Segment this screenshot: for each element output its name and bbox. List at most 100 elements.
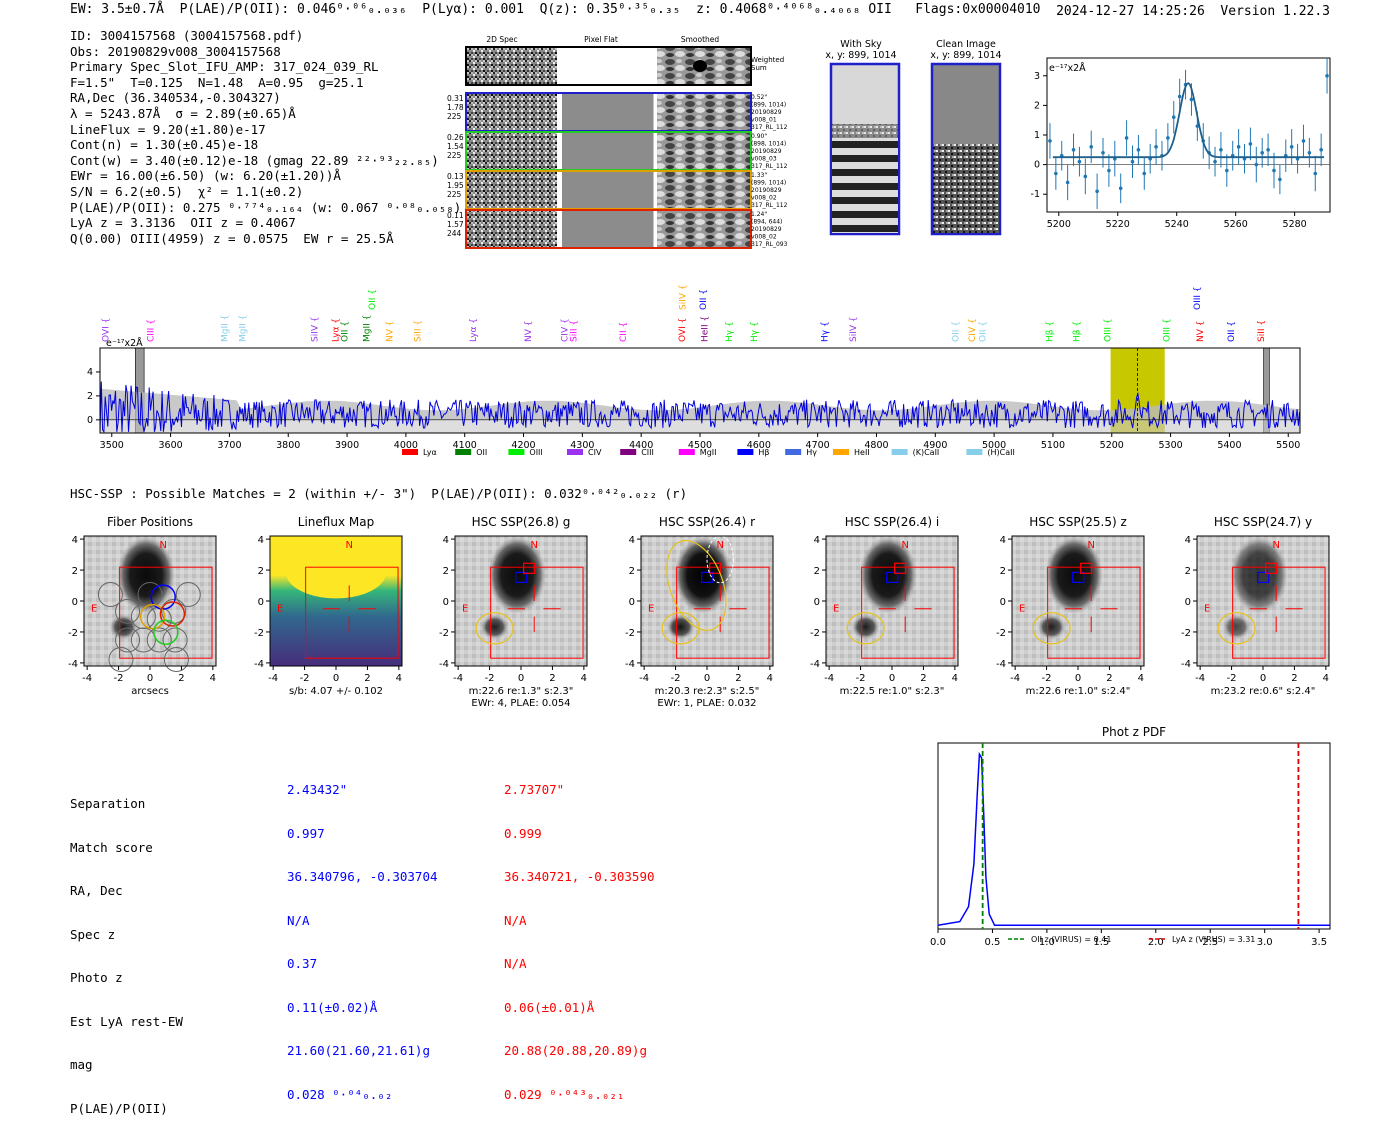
hsc-panel-sub1: arcsecs [131, 686, 169, 697]
zoom-ytick-label: 3 [1034, 71, 1040, 82]
match1-marker [886, 571, 899, 584]
zoom-xtick-label: 5200 [1047, 219, 1071, 230]
compass-n: N [345, 540, 352, 551]
fiber-red [159, 601, 186, 627]
match1-spec-z: N/A [287, 912, 310, 928]
legend-swatch [737, 449, 754, 455]
hsc-ytick-label: 0 [1000, 597, 1006, 608]
pdf-curve [937, 751, 1330, 927]
zoom-point [1248, 142, 1253, 146]
hsc-faint-galaxy [666, 614, 696, 640]
label-spec-z: Spec z [70, 926, 116, 942]
line-marker-label: CIII { [147, 319, 157, 342]
pdf-title: Phot z PDF [1102, 725, 1166, 739]
hsc-panel-6: HSC SSP(24.7) y N E -4 -4 -2 -2 0 0 2 2 4 4 m:23.2 re… [1181, 515, 1330, 697]
zoom-point [1095, 189, 1099, 194]
hsc-panel-0: Fiber Positions N E -4 -4 -2 -2 0 0 2 2 4 4 arcsecs [68, 515, 217, 697]
hsc-ytick-label: 0 [814, 597, 820, 608]
hsc-image-panels: Fiber Positions N E -4 -4 -2 -2 0 0 2 2 4 4 arcsecs Li… [68, 515, 1330, 709]
zoom-point [1118, 186, 1123, 191]
spectrum-ytick-label: 2 [87, 391, 93, 402]
weighted-sum-label-2: Sum [751, 64, 767, 72]
zoom-point [1325, 73, 1329, 78]
hsc-xtick-label: -4 [82, 673, 92, 684]
zoom-xtick-label: 5240 [1165, 219, 1189, 230]
zoom-point [1077, 159, 1082, 164]
cutout-right-2-3: v008_02 [751, 195, 777, 202]
with-sky-stripes [832, 138, 898, 233]
legend-label: (H)CaII [987, 448, 1014, 457]
hsc-xtick-label: -2 [1042, 673, 1052, 684]
zoom-point [1289, 145, 1294, 149]
legend-swatch [678, 449, 695, 455]
hsc-faint-galaxy [1037, 614, 1067, 640]
full-spectrum-chart: OVI {CIII {MgII {MgII {SiIV {Lyα {OII {M… [87, 284, 1301, 457]
cutout-right-0-2: 20190829 [751, 109, 782, 116]
hsc-panel-3: HSC SSP(26.4) r N E -4 -4 -2 -2 0 0 2 2 4 4 m:20.3 re… [625, 515, 774, 709]
hsc-ytick-label: -4 [1181, 659, 1191, 670]
hsc-xtick-label: 0 [1260, 673, 1266, 684]
hsc-ytick-label: 2 [443, 566, 449, 577]
pdf-xtick-label: 2.0 [1148, 937, 1164, 948]
hsc-bright-galaxy [117, 536, 176, 614]
zoom-point [1260, 150, 1264, 155]
hsc-ytick-label: -4 [254, 659, 264, 670]
fiber-circle [115, 627, 141, 653]
col-header-2dspec: 2D Spec [486, 35, 517, 44]
match-labels: Separation Match score RA, Dec Spec z Ph… [70, 768, 183, 1145]
cutout-right-1-2: 20190829 [751, 148, 782, 155]
cutout-flat-2 [562, 171, 654, 208]
match2-mag: 20.88(20.88,20.89)g [504, 1043, 647, 1058]
hsc-ytick-label: -2 [254, 628, 264, 639]
cutout-2d-3 [467, 210, 557, 247]
cutout-left-3-1: 1.57 [447, 220, 464, 229]
hsc-panel-sub1: s/b: 4.07 +/- 0.102 [289, 686, 383, 697]
zoom-point [1054, 171, 1058, 176]
cutout-left-1-0: 0.26 [447, 133, 464, 142]
hsc-bright-galaxy [1045, 536, 1104, 614]
match1-photo-z: 0.37 [287, 956, 318, 971]
legend-label: Hβ [758, 448, 769, 457]
spectrum-xtick-label: 3500 [100, 440, 124, 451]
hsc-panel-title: HSC SSP(26.4) i [845, 515, 940, 529]
info-sn: S/N = 6.2(±0.5) χ² = 1.1(±0.2) [70, 183, 304, 199]
hsc-xtick-label: 4 [210, 673, 216, 684]
spectrum-xtick-label: 4700 [806, 440, 830, 451]
spectrum-xtick-label: 3700 [217, 440, 241, 451]
zoom-xtick-label: 5260 [1224, 219, 1248, 230]
fiber-blue [150, 584, 176, 610]
legend-swatch [891, 449, 908, 455]
match2-marker [1265, 562, 1278, 574]
zoom-point [1136, 148, 1141, 152]
info-radec: RA,Dec (36.340534,-0.304327) [70, 90, 281, 106]
weighted-source-blob [693, 60, 707, 72]
spectrum-ytick-label: 0 [87, 415, 93, 426]
line-marker-label: OII { [699, 289, 709, 310]
hsc-panel-5: HSC SSP(25.5) z N E -4 -4 -2 -2 0 0 2 2 4 4 m:22.6 re… [996, 515, 1145, 697]
spectrum-unit-label: e⁻¹⁷x2Å [106, 337, 143, 349]
hsc-panel-title: HSC SSP(26.8) g [472, 515, 571, 529]
cutout-left-3-0: 0.11 [447, 211, 464, 220]
hsc-ytick-label: 4 [443, 535, 449, 546]
spectrum-xtick-label: 3800 [276, 440, 300, 451]
legend-label: OII [476, 448, 487, 457]
hsc-ytick-label: -4 [996, 659, 1006, 670]
zoom-point [1048, 139, 1052, 143]
line-marker-label: SiIV { [678, 284, 688, 310]
zoom-point [1130, 159, 1135, 164]
info-obs: Obs: 20190829v008_3004157568 [70, 43, 281, 59]
fiber-circle [130, 627, 156, 653]
hsc-xtick-label: 4 [952, 673, 958, 684]
hsc-ytick-label: -2 [625, 628, 635, 639]
line-marker-label: CIV { [561, 318, 571, 342]
label-mag: mag [70, 1057, 93, 1072]
line-marker-label: OII { [978, 321, 988, 342]
zoom-point [1065, 180, 1070, 185]
line-marker-label: OIII { [1104, 318, 1114, 342]
cutout-left-3-2: 244 [447, 229, 462, 238]
hsc-panel-sub1: m:22.6 re:1.3" s:2.3" [469, 686, 574, 697]
zoom-xtick-label: 5280 [1283, 219, 1307, 230]
zoom-gaussian-fit [1052, 82, 1325, 159]
spectrum-xtick-label: 4000 [394, 440, 418, 451]
